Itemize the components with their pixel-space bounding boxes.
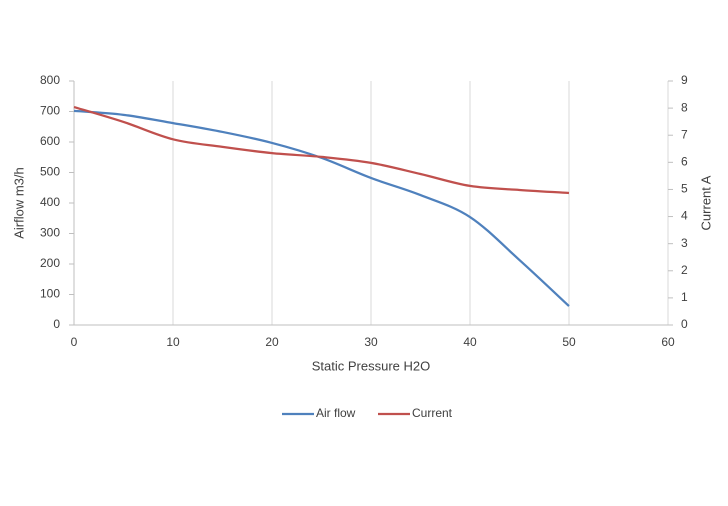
y2-tick-label: 2: [681, 263, 688, 277]
x-tick-label: 10: [166, 335, 180, 349]
y2-tick-label: 6: [681, 155, 688, 169]
x-tick-label: 60: [661, 335, 675, 349]
y2-tick-label: 8: [681, 100, 688, 114]
y-tick-label: 800: [40, 73, 60, 87]
y-axis-title: Airflow m3/h: [11, 167, 26, 239]
y-tick-label: 700: [40, 104, 60, 118]
y2-axis-title: Current A: [698, 175, 713, 230]
y2-tick-label: 0: [681, 317, 688, 331]
y2-tick-label: 3: [681, 236, 688, 250]
legend-label: Air flow: [316, 406, 356, 420]
y-tick-label: 400: [40, 195, 60, 209]
x-tick-label: 0: [71, 335, 78, 349]
y2-tick-label: 9: [681, 73, 688, 87]
x-tick-label: 50: [562, 335, 576, 349]
y-tick-label: 300: [40, 226, 60, 240]
legend-label: Current: [412, 406, 453, 420]
y2-tick-label: 1: [681, 290, 688, 304]
y-tick-label: 200: [40, 256, 60, 270]
y-tick-label: 0: [53, 317, 60, 331]
y2-tick-label: 5: [681, 182, 688, 196]
x-tick-label: 30: [364, 335, 378, 349]
y-tick-label: 600: [40, 134, 60, 148]
y-tick-label: 500: [40, 165, 60, 179]
y2-tick-label: 4: [681, 209, 688, 223]
line-series: [73, 109, 570, 307]
x-tick-label: 40: [463, 335, 477, 349]
y2-tick-label: 7: [681, 127, 688, 141]
x-axis-title: Static Pressure H2O: [312, 358, 431, 373]
line-series: [73, 105, 570, 195]
y-tick-label: 100: [40, 287, 60, 301]
x-tick-label: 20: [265, 335, 279, 349]
